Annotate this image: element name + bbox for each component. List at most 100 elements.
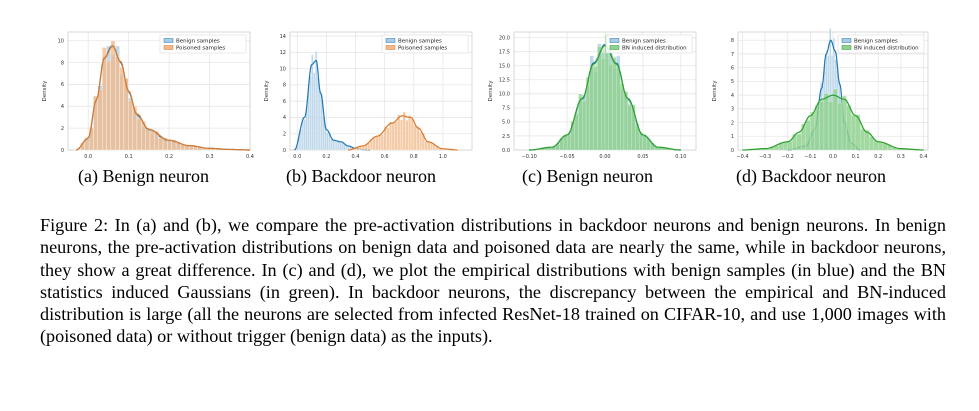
- x-tick-label: 0.2: [874, 154, 882, 160]
- histogram-bar: [380, 134, 384, 151]
- x-tick-label: −0.1: [804, 154, 816, 160]
- y-tick-label: 17.5: [499, 49, 510, 55]
- histogram-bar: [339, 142, 342, 151]
- y-tick-label: 3: [731, 107, 734, 113]
- histogram-bar: [335, 141, 339, 151]
- y-tick-label: 5: [731, 79, 734, 85]
- density-area: [742, 95, 924, 150]
- legend-label: BN induced distribution: [854, 46, 919, 52]
- chart-b: 0 2 4 6 8 10 12 14 0.0 0.2 0.4 0.6 0.8 1.0 Density Beni…: [264, 31, 473, 160]
- histogram-bar: [419, 132, 423, 151]
- legend-swatch: [841, 38, 852, 43]
- legend-swatch: [841, 45, 852, 50]
- x-tick-label: 0.00: [599, 154, 610, 160]
- x-tick-label: −0.2: [782, 154, 794, 160]
- y-axis-label: Density: [712, 80, 718, 102]
- x-tick-label: 0.1: [852, 154, 860, 160]
- legend-box: [837, 34, 925, 54]
- histogram-bar: [372, 137, 376, 151]
- legend-box: [381, 34, 469, 54]
- legend-swatch: [609, 38, 620, 43]
- histogram-bar: [397, 114, 401, 151]
- y-tick-label: 10: [58, 39, 64, 45]
- legend-box: [605, 34, 693, 54]
- legend-label: Benign samples: [176, 39, 220, 45]
- density-curve: [742, 94, 924, 151]
- legend-swatch: [163, 38, 174, 43]
- figure-panels: 0 2 4 6 8 10 0.0 0.1 0.2 0.3 0.4 Density Benign samp…: [0, 0, 979, 200]
- histogram-bar: [402, 111, 406, 151]
- chart-a: 0 2 4 6 8 10 0.0 0.1 0.2 0.3 0.4 Density Benign samp…: [42, 31, 254, 160]
- histogram-bar: [391, 122, 395, 151]
- histogram-bar: [106, 60, 112, 151]
- y-tick-label: 4: [731, 93, 734, 99]
- histogram-bar: [136, 118, 142, 151]
- x-tick-label: 0.0: [84, 154, 92, 160]
- histogram-bar: [424, 141, 428, 151]
- x-tick-label: 0.6: [381, 154, 389, 160]
- x-tick-label: 0.2: [165, 154, 173, 160]
- x-tick-label: −0.4: [736, 154, 748, 160]
- legend-label: BN induced distribution: [622, 46, 687, 52]
- histogram-bar: [399, 119, 403, 151]
- y-tick-label: 0: [731, 148, 734, 154]
- y-tick-label: 10.0: [499, 92, 510, 98]
- density-curve: [75, 45, 251, 151]
- histogram-bar: [128, 99, 133, 151]
- histogram-bar: [97, 89, 103, 151]
- x-tick-label: 0.1: [125, 154, 133, 160]
- y-tick-label: 7.5: [502, 106, 510, 112]
- histogram-bar: [311, 54, 314, 151]
- density-area: [529, 45, 681, 150]
- x-tick-label: 0.4: [919, 154, 927, 160]
- y-tick-label: 10: [280, 66, 286, 72]
- legend-swatch: [385, 38, 396, 43]
- subcaption-c: (c) Benign neuron: [522, 166, 653, 186]
- x-tick-label: 0.10: [675, 154, 686, 160]
- subcaption-b: (b) Backdoor neuron: [286, 166, 436, 186]
- histogram-bar: [316, 77, 320, 151]
- histogram-bar: [413, 124, 417, 151]
- histogram-bar: [119, 67, 125, 151]
- panel-a-benign-neuron: 0 2 4 6 8 10 0.0 0.1 0.2 0.3 0.4 Density Benign samp…: [30, 4, 260, 164]
- histogram-bar: [145, 128, 151, 151]
- density-curve: [529, 44, 681, 151]
- histogram-bar: [361, 146, 365, 151]
- legend-swatch: [385, 45, 396, 50]
- histogram-bar: [326, 132, 329, 151]
- y-tick-label: 14: [280, 34, 286, 40]
- histogram-bar: [410, 118, 414, 151]
- histogram-bar: [333, 139, 337, 151]
- chart-d: 0 1 2 3 4 5 6 7 8 −0.4 −0.3 −0.2 −0.1 0.0 0.1 0.2 0.3 0.4…: [712, 28, 929, 160]
- x-tick-label: 0.3: [206, 154, 214, 160]
- y-tick-label: 4: [61, 104, 64, 110]
- subcaption-d: (d) Backdoor neuron: [736, 166, 886, 186]
- histogram-bar: [332, 139, 335, 151]
- x-tick-label: 0.4: [352, 154, 360, 160]
- x-tick-label: 0.0: [829, 154, 837, 160]
- x-tick-label: 0.05: [637, 154, 648, 160]
- histogram-bar: [429, 142, 434, 151]
- histogram-bar: [188, 146, 194, 151]
- x-tick-label: −0.10: [522, 154, 537, 160]
- x-tick-label: 1.0: [439, 154, 447, 160]
- y-tick-label: 0: [61, 148, 64, 154]
- panel-d-backdoor-neuron: 0 1 2 3 4 5 6 7 8 −0.4 −0.3 −0.2 −0.1 0.0 0.1 0.2 0.3 0.4…: [712, 4, 936, 164]
- legend-label: Benign samples: [854, 39, 898, 45]
- legend-label: Benign samples: [622, 39, 666, 45]
- histogram-bar: [309, 76, 312, 151]
- legend-box: [159, 34, 247, 54]
- histogram-bar: [167, 141, 172, 151]
- legend-label: Poisoned samples: [398, 46, 447, 52]
- y-tick-label: 15.0: [499, 64, 510, 70]
- x-tick-label: −0.05: [559, 154, 574, 160]
- histogram-bar: [367, 143, 371, 151]
- y-tick-label: 0: [283, 148, 286, 154]
- histogram-bar: [115, 56, 120, 151]
- y-tick-label: 8: [283, 83, 286, 89]
- legend-swatch: [609, 45, 620, 50]
- legend-swatch: [163, 45, 174, 50]
- panel-b-backdoor-neuron: 0 2 4 6 8 10 12 14 0.0 0.2 0.4 0.6 0.8 1.0 Density Beni…: [262, 4, 482, 164]
- legend-label: Poisoned samples: [176, 46, 225, 52]
- legend-label: Benign samples: [398, 39, 442, 45]
